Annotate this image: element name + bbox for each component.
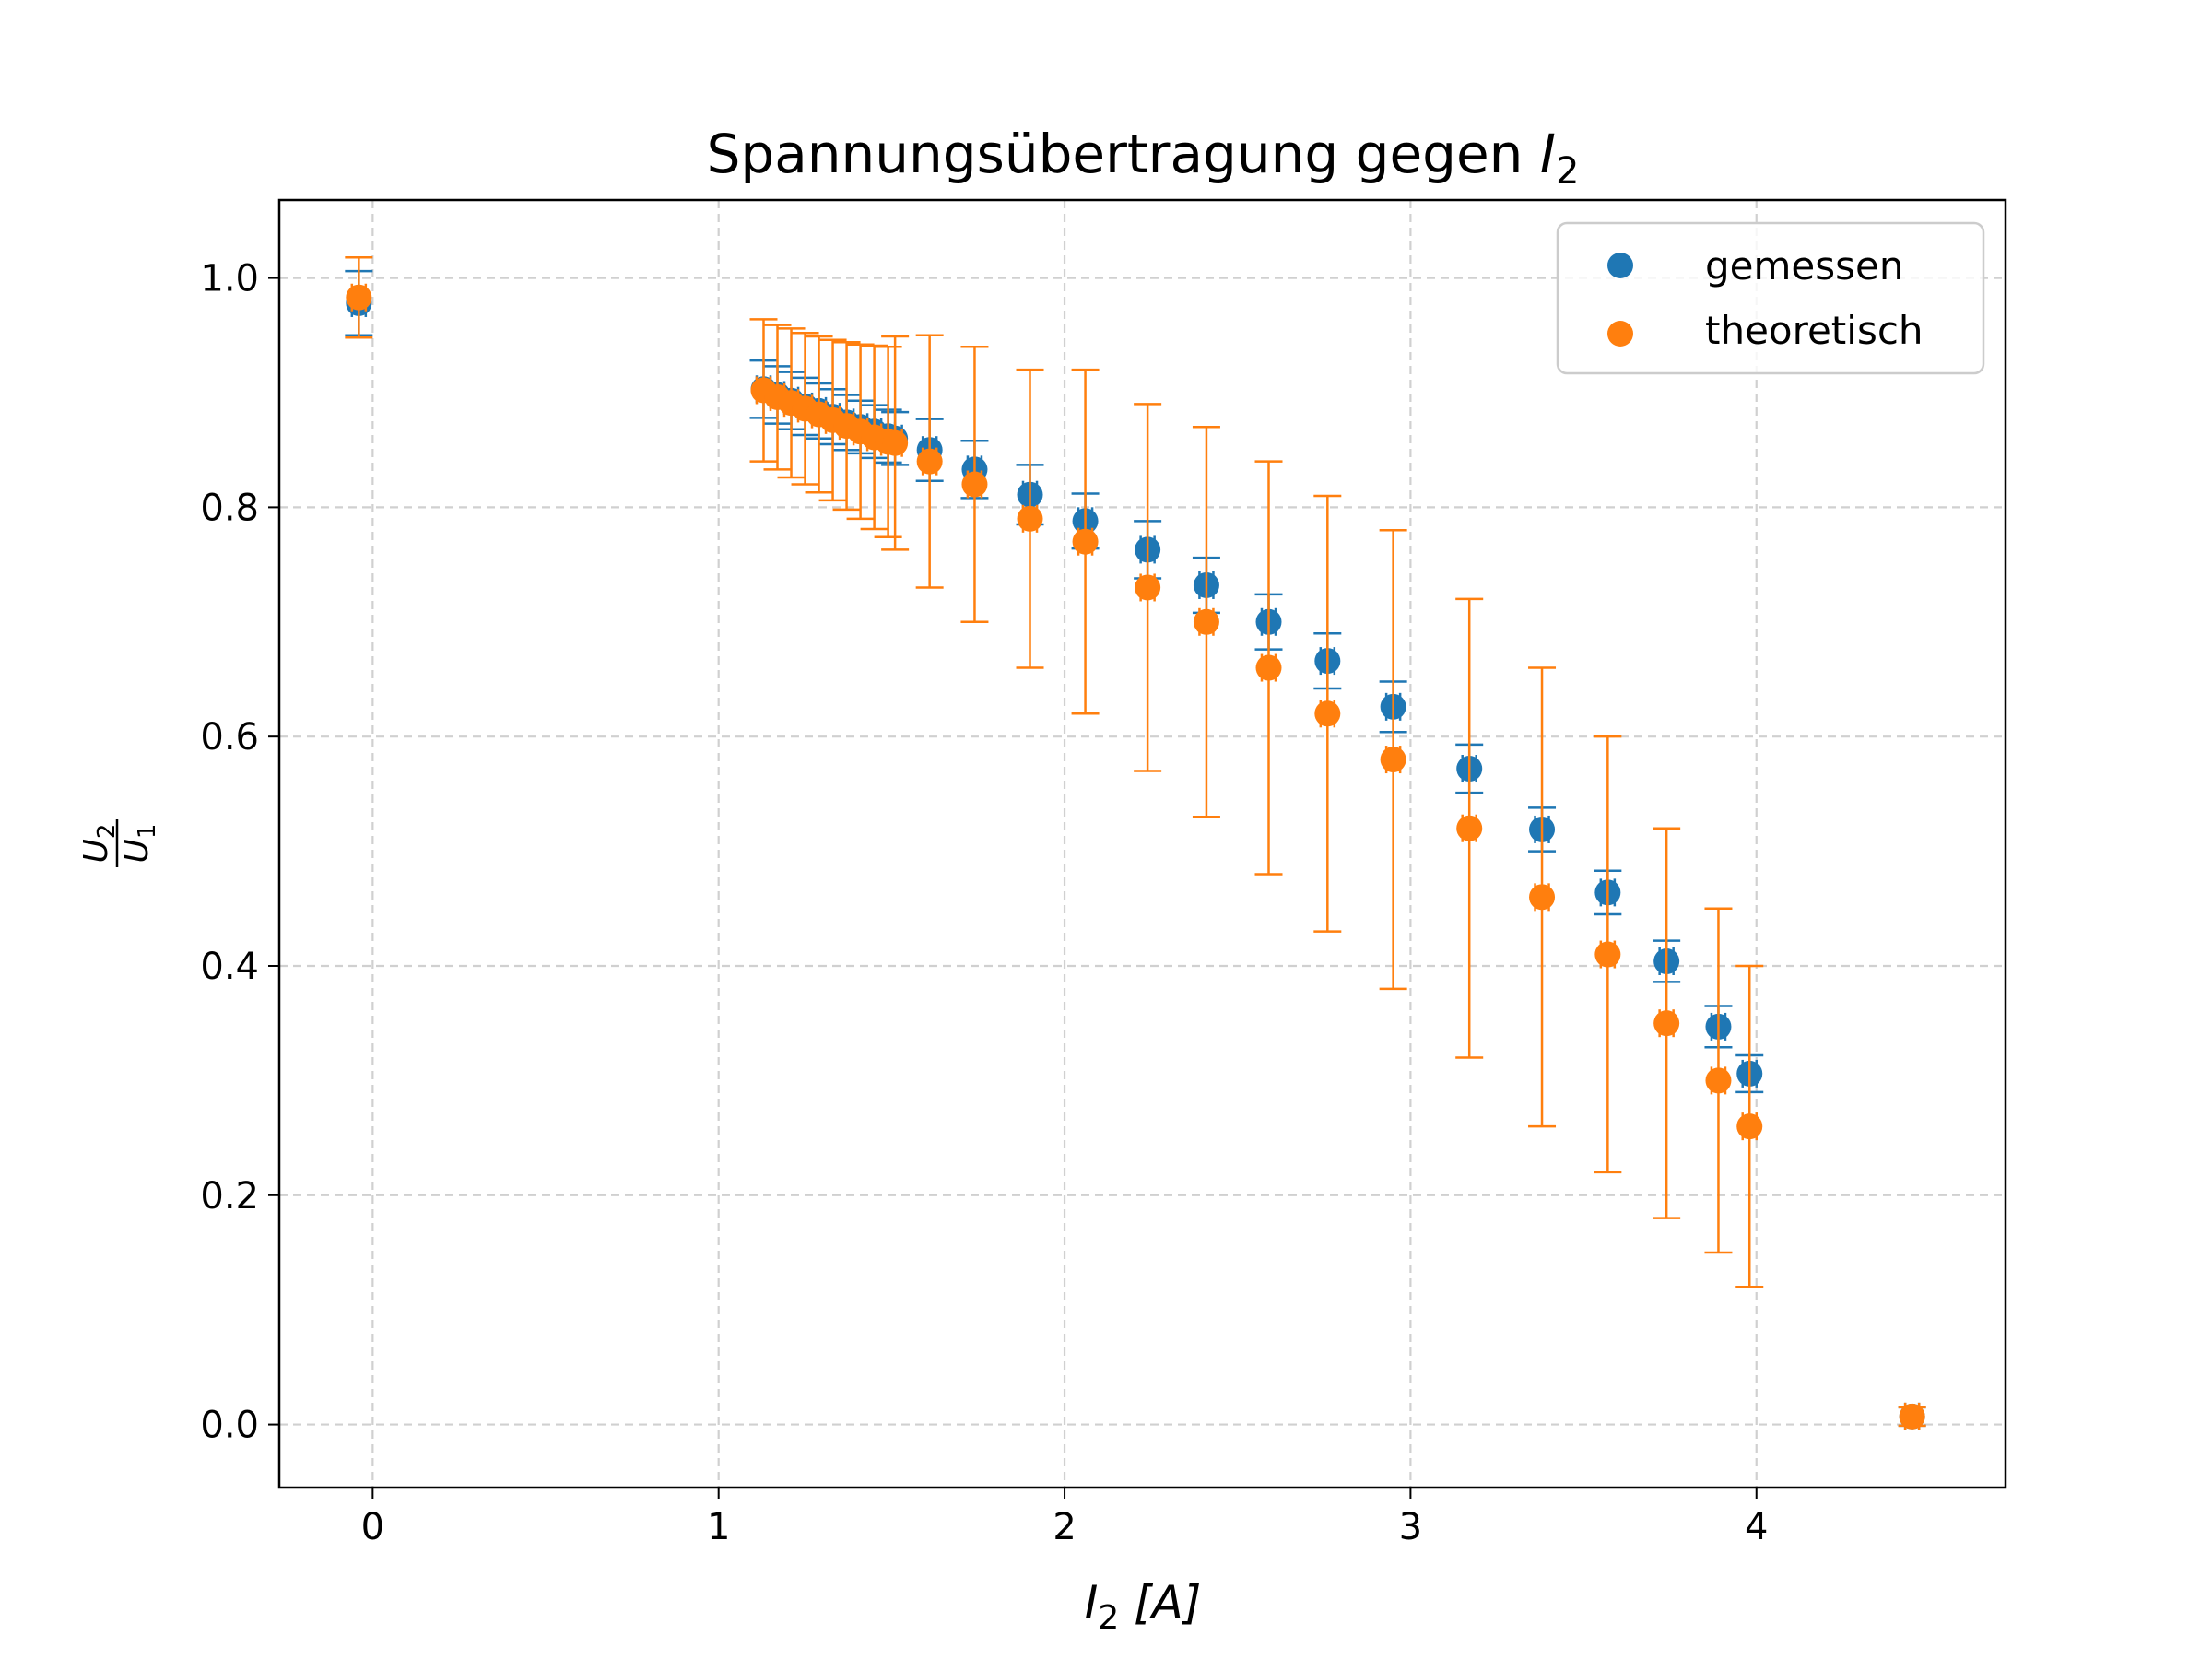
data-series <box>345 255 1926 1430</box>
data-point-theoretisch <box>1314 700 1341 727</box>
data-point-theoretisch <box>916 448 943 475</box>
legend-box <box>1556 221 1985 375</box>
data-point-theoretisch <box>1594 941 1621 968</box>
data-point-theoretisch <box>346 284 372 311</box>
x-tick-label: 3 <box>1399 1506 1422 1548</box>
x-tick-label: 2 <box>1053 1506 1076 1548</box>
data-point-theoretisch <box>1255 654 1282 681</box>
data-point-theoretisch <box>1193 608 1219 635</box>
y-tick-label: 0.6 <box>200 716 259 759</box>
x-tick-label: 4 <box>1745 1506 1768 1548</box>
data-point-theoretisch <box>1899 1403 1925 1430</box>
data-point-theoretisch <box>1072 528 1099 555</box>
data-point-theoretisch <box>1456 815 1483 841</box>
data-point-theoretisch <box>1529 884 1556 911</box>
y-tick-label: 0.2 <box>200 1175 259 1218</box>
data-point-theoretisch <box>1653 1010 1680 1037</box>
x-tick-label: 0 <box>361 1506 384 1548</box>
chart-title: Spannungsübertragung gegen I2 <box>707 123 1580 193</box>
legend: gemessen theoretisch <box>1556 221 1985 375</box>
y-tick-label: 0.4 <box>200 946 259 988</box>
legend-marker-gemessen <box>1607 253 1633 278</box>
axis-ticks: 0 1 2 3 4 0.0 0.2 0.4 0.6 0.8 1.0 <box>200 258 1768 1548</box>
y-tick-label: 0.8 <box>200 487 259 529</box>
data-point-theoretisch <box>882 429 909 456</box>
y-tick-label: 0.0 <box>200 1405 259 1447</box>
data-point-theoretisch <box>1736 1113 1763 1140</box>
plot-area-frame <box>277 198 2007 1489</box>
data-point-theoretisch <box>1135 574 1161 601</box>
y-axis-label-denominator: U1 <box>118 824 161 864</box>
series-theoretisch <box>345 255 1926 1430</box>
y-tick-label: 1.0 <box>200 258 259 300</box>
x-tick-label: 1 <box>707 1506 730 1548</box>
legend-marker-theoretisch <box>1607 321 1633 347</box>
data-point-theoretisch <box>1380 747 1406 773</box>
y-axis-label-numerator: U2 <box>77 824 121 864</box>
y-axis-label: U2 U1 <box>77 819 161 867</box>
data-point-theoretisch <box>1017 505 1043 532</box>
data-point-theoretisch <box>961 471 988 498</box>
data-point-theoretisch <box>1705 1067 1732 1094</box>
x-axis-label: I2 [A] <box>1085 1576 1202 1637</box>
legend-label-theoretisch: theoretisch <box>1705 308 1924 353</box>
legend-label-gemessen: gemessen <box>1705 243 1903 288</box>
